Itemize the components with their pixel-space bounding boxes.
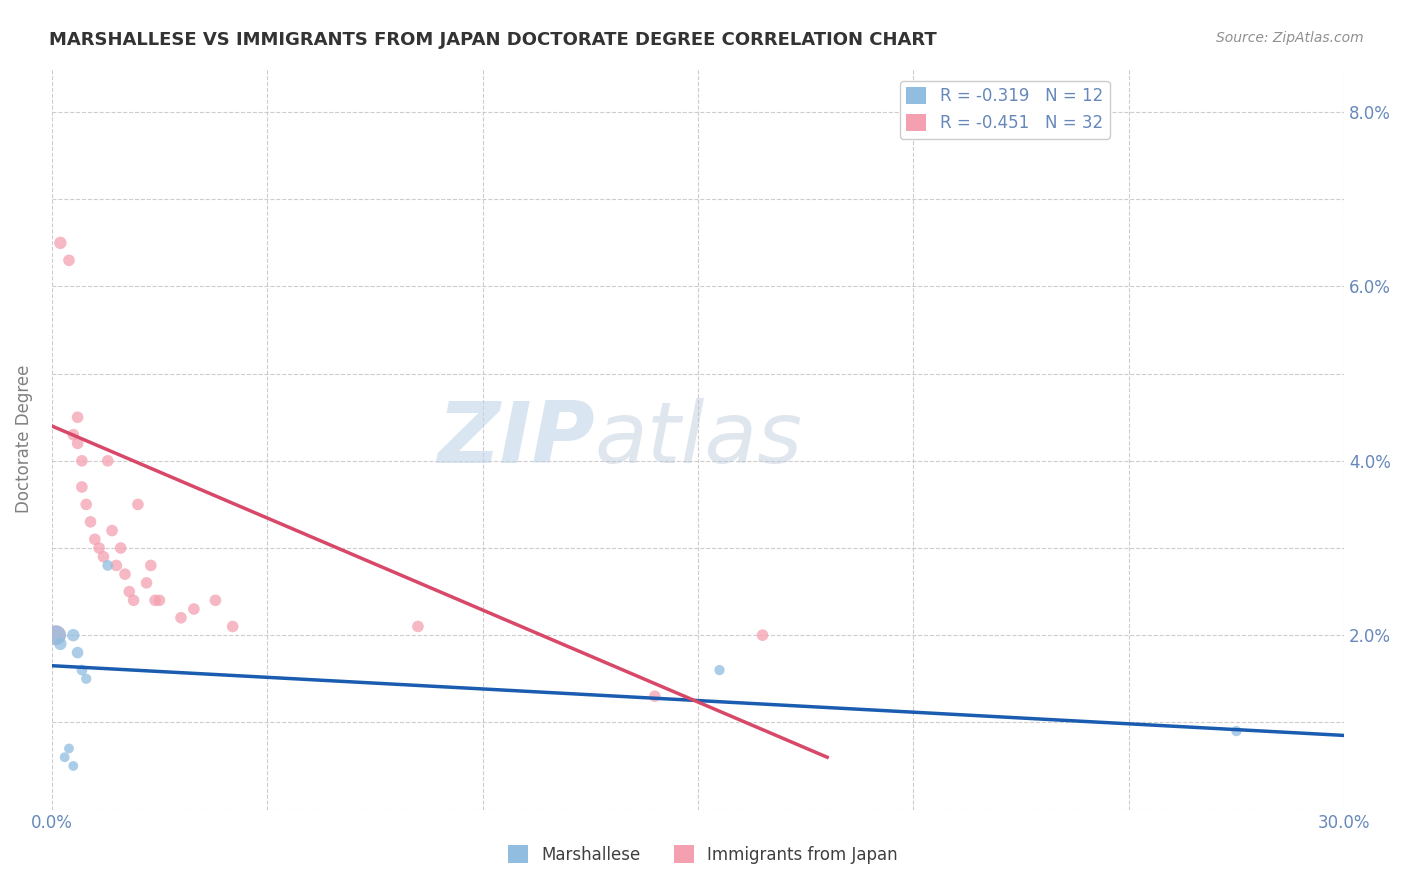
Point — [1225, 724, 1247, 739]
Point — [70, 480, 93, 494]
Point — [93, 549, 115, 564]
Point — [114, 567, 136, 582]
Point — [70, 454, 93, 468]
Point — [70, 663, 93, 677]
Point — [204, 593, 226, 607]
Legend: R = -0.319   N = 12, R = -0.451   N = 32: R = -0.319 N = 12, R = -0.451 N = 32 — [900, 80, 1109, 138]
Point — [66, 410, 89, 425]
Point — [139, 558, 162, 573]
Point — [75, 672, 97, 686]
Text: ZIP: ZIP — [437, 398, 595, 481]
Point — [143, 593, 166, 607]
Point — [53, 750, 76, 764]
Point — [101, 524, 124, 538]
Point — [110, 541, 132, 555]
Point — [127, 497, 149, 511]
Point — [49, 637, 72, 651]
Text: Source: ZipAtlas.com: Source: ZipAtlas.com — [1216, 31, 1364, 45]
Point — [118, 584, 141, 599]
Point — [406, 619, 429, 633]
Point — [751, 628, 773, 642]
Point — [62, 427, 84, 442]
Point — [62, 628, 84, 642]
Point — [66, 646, 89, 660]
Point — [105, 558, 128, 573]
Point — [58, 741, 80, 756]
Point — [97, 558, 120, 573]
Point — [644, 690, 666, 704]
Text: MARSHALLESE VS IMMIGRANTS FROM JAPAN DOCTORATE DEGREE CORRELATION CHART: MARSHALLESE VS IMMIGRANTS FROM JAPAN DOC… — [49, 31, 936, 49]
Point — [89, 541, 111, 555]
Point — [709, 663, 731, 677]
Point — [45, 628, 67, 642]
Point — [66, 436, 89, 450]
Point — [148, 593, 170, 607]
Point — [183, 602, 205, 616]
Point — [62, 759, 84, 773]
Point — [58, 253, 80, 268]
Point — [79, 515, 101, 529]
Point — [83, 533, 105, 547]
Y-axis label: Doctorate Degree: Doctorate Degree — [15, 365, 32, 513]
Point — [135, 575, 157, 590]
Point — [170, 611, 193, 625]
Point — [97, 454, 120, 468]
Point — [45, 628, 67, 642]
Legend: Marshallese, Immigrants from Japan: Marshallese, Immigrants from Japan — [502, 838, 904, 871]
Point — [75, 497, 97, 511]
Point — [122, 593, 145, 607]
Text: atlas: atlas — [595, 398, 803, 481]
Point — [221, 619, 243, 633]
Point — [49, 235, 72, 250]
